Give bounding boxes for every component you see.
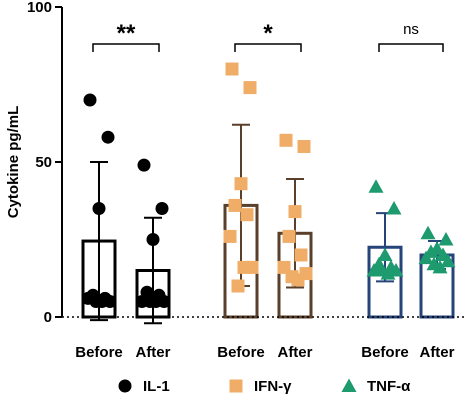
data-point: [240, 208, 254, 222]
legend-marker: [118, 379, 132, 393]
data-point: [388, 263, 404, 277]
data-point: [228, 198, 242, 212]
data-point: [432, 259, 448, 274]
legend-marker: [341, 378, 357, 392]
data-point: [380, 266, 396, 280]
data-point: [294, 248, 308, 262]
y-tick-label: 50: [35, 154, 52, 171]
legend-marker: [229, 379, 243, 393]
data-point: [377, 247, 393, 261]
data-point: [231, 279, 245, 293]
significance-bracket: [378, 43, 444, 52]
x-tick-label: After: [419, 344, 454, 361]
data-point: [297, 140, 311, 153]
data-point: [440, 253, 456, 268]
data-point: [92, 202, 106, 215]
x-tick-label: After: [135, 344, 170, 361]
data-point: [368, 179, 384, 193]
data-point: [146, 233, 160, 246]
data-point: [137, 158, 151, 172]
significance-bracket: [234, 43, 302, 52]
data-point: [386, 201, 402, 215]
data-point: [234, 177, 248, 191]
data-point: [243, 81, 257, 95]
legend-label: TNF-α: [367, 378, 411, 395]
data-point: [101, 130, 115, 144]
data-point: [149, 295, 163, 308]
x-tick-label: After: [277, 344, 312, 361]
x-tick-label: Before: [217, 344, 265, 361]
data-point: [237, 260, 251, 274]
significance-label: ns: [403, 21, 419, 38]
data-point: [225, 62, 239, 76]
data-point: [288, 205, 302, 219]
y-tick-label: 0: [44, 309, 52, 326]
data-point: [291, 273, 305, 287]
legend-label: IL-1: [143, 378, 170, 395]
data-point: [83, 93, 97, 107]
data-point: [282, 229, 296, 243]
y-axis-label: Cytokine pg/mL: [5, 106, 22, 219]
data-point: [420, 225, 436, 240]
significance-label: *: [263, 20, 273, 47]
y-tick-label: 100: [27, 0, 52, 16]
data-point: [438, 232, 454, 246]
x-tick-label: Before: [75, 344, 123, 361]
significance-bracket: [92, 43, 160, 52]
data-point: [279, 133, 293, 147]
data-point: [418, 250, 434, 265]
significance-label: **: [117, 20, 136, 47]
data-point: [223, 229, 237, 243]
legend-label: IFN-γ: [254, 378, 292, 395]
x-tick-label: Before: [361, 344, 409, 361]
data-point: [95, 295, 109, 308]
data-point: [155, 202, 169, 215]
